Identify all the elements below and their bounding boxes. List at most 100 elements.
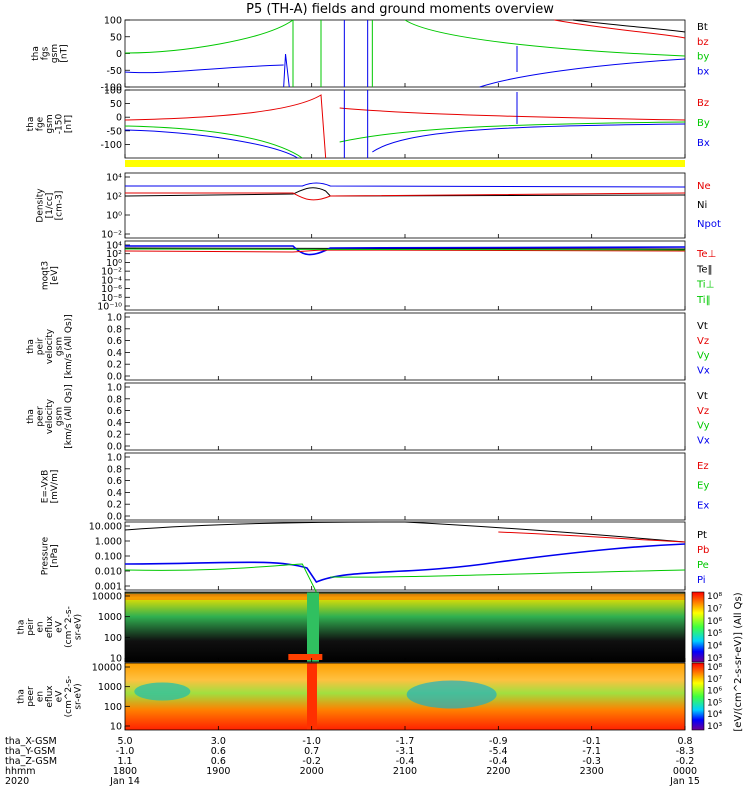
y-axis-label: tha peer velocity gsm [km/s (All Qs)]	[26, 384, 74, 448]
legend-Pt: Pt	[697, 530, 707, 541]
legend-bz: bz	[697, 37, 709, 48]
y-tick-label: 10⁻¹⁰	[97, 302, 122, 313]
x-axis-value: -1.0	[302, 736, 321, 747]
panel-frame	[124, 382, 686, 451]
y-tick-label: 0.2	[107, 430, 122, 441]
y-tick-label: 10⁴	[106, 241, 122, 252]
colorbar-tick-label: 10³	[707, 654, 722, 664]
bt-trace	[572, 19, 686, 33]
y-axis-label-line: eflux	[45, 685, 55, 708]
panel-density: 10⁴ 10² 10⁰ 10⁻² Density [1/cc] [cm-3] Ne Ni Npot	[36, 173, 721, 241]
legend-Pe: Pe	[697, 560, 709, 571]
y-axis-label-line: [nPa]	[50, 544, 60, 567]
Npot-trace	[125, 182, 686, 188]
x-axis-value: 1.1	[117, 756, 132, 767]
spectrogram-fill	[125, 592, 685, 662]
y-axis-label: Density [1/cc] [cm-3]	[36, 188, 65, 223]
y-tick-label: 0.4	[107, 348, 122, 359]
Pt-trace	[124, 521, 686, 543]
y-axis-label-line: gsm	[55, 407, 65, 426]
y-axis-label-line: [nT]	[59, 44, 69, 62]
y-axis-label-line: eflux	[45, 615, 55, 638]
bx-spike	[283, 53, 290, 88]
y-tick-label: 10²	[106, 192, 122, 203]
y-tick-label: 1.0	[107, 383, 122, 394]
legend-Vx: Vx	[697, 365, 710, 376]
y-axis-label-line: tha	[26, 117, 36, 132]
by-lines	[292, 20, 373, 87]
legend-By: By	[697, 118, 710, 129]
x-axis-value: Jan 15	[669, 776, 700, 787]
y-axis-label-line: [km/s (All Qs)]	[64, 384, 74, 448]
y-tick-label: -100	[100, 83, 122, 94]
Pe-trace	[124, 563, 686, 593]
panel-peer-velocity: 1.00.80.60.40.20.0 tha peer velocity gsm [km/…	[26, 383, 710, 453]
legend-Vt: Vt	[697, 391, 708, 402]
legend-Bt: Bt	[697, 22, 708, 33]
By-trace	[124, 125, 303, 159]
x-axis-annotation: tha_X-GSM 5.0 3.0 -1.0 -1.7 -0.9 -0.1 0.8 tha_Y-…	[5, 736, 700, 787]
y-axis-label-line: velocity	[45, 398, 55, 434]
legend-Vy: Vy	[697, 351, 710, 362]
colorbar-tick-label: 10⁶	[707, 617, 722, 627]
x-axis-value: 5.0	[117, 736, 132, 747]
y-tick-label: 0.0	[107, 442, 122, 453]
y-axis-label-line: [1/cc]	[45, 193, 55, 219]
by-trace	[124, 19, 294, 54]
y-tick-label: 10⁴	[106, 173, 122, 184]
legend-Ey: Ey	[697, 481, 709, 492]
x-axis-value: 0.8	[677, 736, 692, 747]
colorbar-tick-label: 10⁴	[707, 642, 722, 652]
y-tick-label: 100	[104, 633, 122, 644]
legend-by: by	[697, 52, 709, 63]
spectrogram-top-band	[125, 594, 685, 600]
y-axis-label-line: tha	[26, 339, 36, 354]
y-axis-label-line: [cm-3]	[55, 191, 65, 221]
y-axis-label-line: eV	[55, 620, 65, 633]
y-tick-label: 100	[104, 702, 122, 713]
legend-bx: bx	[697, 66, 709, 77]
x-axis-value: -8.3	[676, 746, 695, 757]
y-tick-label: 0.8	[107, 464, 122, 475]
y-axis-label: Pressure [nPa]	[40, 536, 60, 575]
colorbar	[691, 662, 705, 731]
by-recovery	[404, 19, 686, 57]
spectrogram-low-energy	[288, 654, 323, 660]
colorbar-tick-label: 10⁸	[707, 663, 722, 673]
spectrogram-blob	[134, 682, 191, 701]
y-tick-label: 1.000	[95, 537, 122, 548]
y-tick-label: 0.4	[107, 488, 122, 499]
legend-Vy: Vy	[697, 421, 710, 432]
y-axis-label-line: (cm^2-s-	[64, 676, 74, 718]
x-axis-value: -0.2	[676, 756, 695, 767]
y-tick-label: 10⁰	[106, 211, 122, 222]
x-axis-value: 0.7	[304, 746, 319, 757]
x-axis-value: -0.4	[489, 756, 508, 767]
y-axis-label-line: Density	[36, 188, 46, 223]
spectrogram-fill	[125, 663, 685, 730]
legend-Ti⊥: Ti⊥	[696, 280, 714, 291]
y-tick-label: 0.001	[95, 582, 122, 593]
x-axis-row-label: tha_X-GSM	[5, 736, 57, 747]
bx-recovery	[479, 58, 686, 88]
colorbar-tick-label: 10⁶	[707, 687, 722, 697]
y-tick-label: 10	[110, 654, 122, 665]
panel-frame	[124, 452, 686, 521]
y-tick-label: 10.000	[89, 522, 122, 533]
plot-title: P5 (TH-A) fields and ground moments over…	[246, 2, 554, 17]
y-axis-label-line: velocity	[45, 328, 55, 364]
y-axis-label-line: peir	[36, 337, 46, 355]
colorbar-tick-label: 10⁸	[707, 592, 722, 602]
mode-bar	[125, 160, 685, 167]
y-axis-label: tha fgs gsm [nT]	[31, 44, 70, 63]
y-tick-label: 100	[104, 16, 122, 27]
y-axis-label-line: tha	[31, 46, 41, 61]
y-axis-label-line: tha	[26, 409, 36, 424]
Bx-lines	[343, 90, 369, 158]
legend-Bx: Bx	[697, 138, 710, 149]
y-tick-label: -50	[106, 126, 122, 137]
